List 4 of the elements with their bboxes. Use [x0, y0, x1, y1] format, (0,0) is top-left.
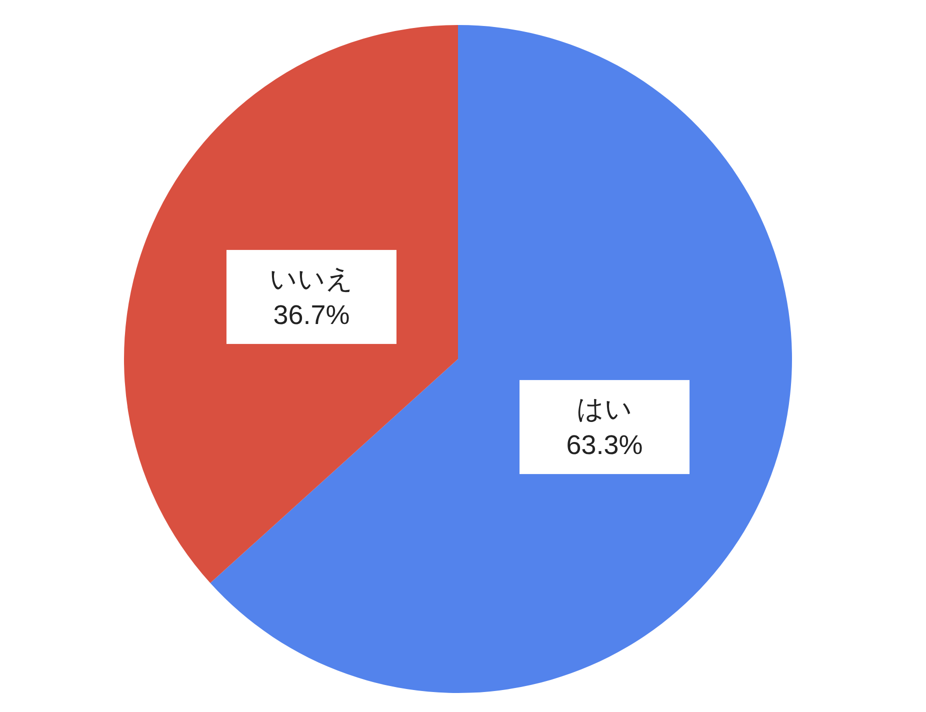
data-label: 36.7%: [273, 300, 350, 330]
slice-label: はい: [576, 394, 633, 426]
data-label: 63.3%: [566, 430, 643, 460]
slice-label: いいえ: [269, 264, 354, 295]
